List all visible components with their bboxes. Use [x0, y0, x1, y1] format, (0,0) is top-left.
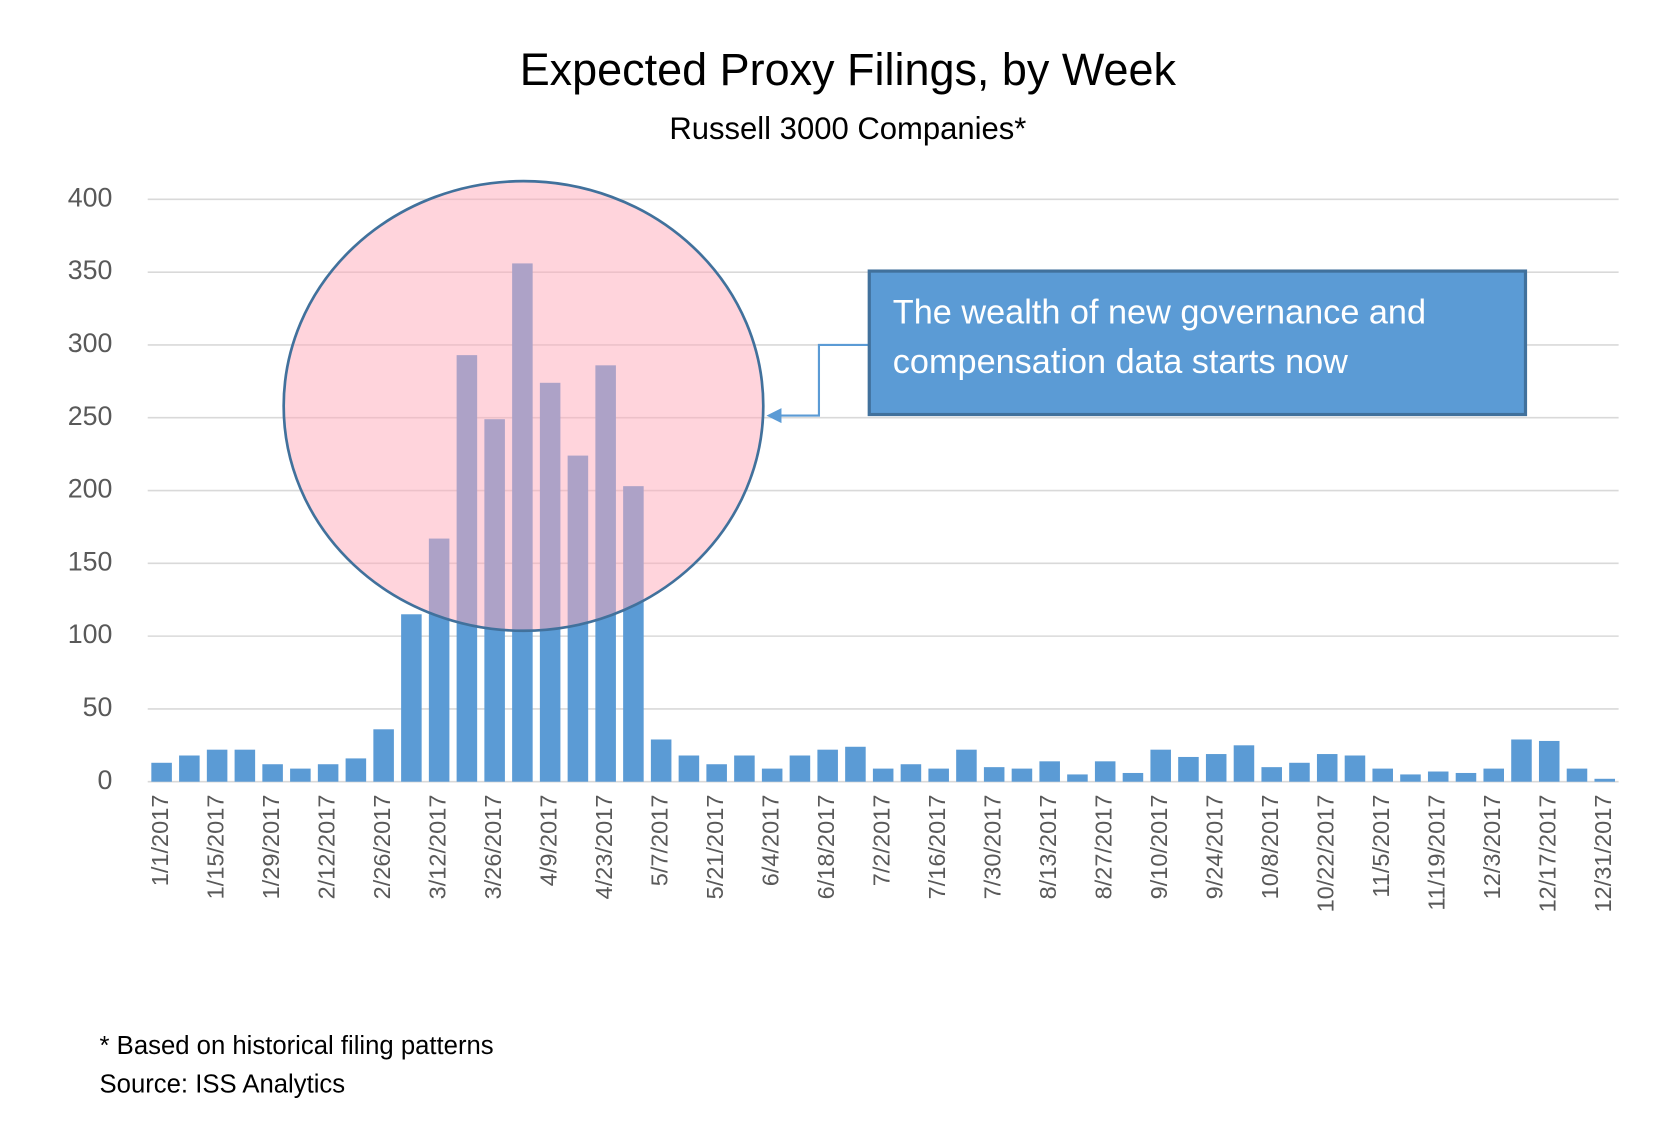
bar [928, 768, 949, 782]
callout-text-box: The wealth of new governance and compens… [892, 292, 1427, 381]
x-tick-label: 11/19/2017 [1423, 795, 1449, 911]
bar [1427, 771, 1449, 782]
bar [734, 755, 755, 782]
footnote: * Based on historical filing patterns [100, 1032, 494, 1060]
x-tick-label: 1/29/2017 [258, 795, 284, 900]
bar [1067, 774, 1088, 782]
bar [1039, 761, 1060, 782]
y-tick-label: 100 [68, 619, 113, 649]
x-tick-label: 5/7/2017 [646, 795, 672, 887]
bar [761, 768, 783, 782]
chart-subtitle: Russell 3000 Companies* [669, 111, 1026, 146]
bar [1400, 774, 1421, 782]
bar [1233, 745, 1255, 782]
bar [872, 768, 894, 782]
bar [1011, 768, 1033, 782]
bar [789, 755, 811, 782]
y-tick-label: 400 [68, 182, 113, 212]
bar [1150, 749, 1171, 782]
bar [983, 767, 1005, 782]
x-tick-label: 7/30/2017 [979, 795, 1005, 900]
bar [956, 749, 977, 782]
footnote: Source: ISS Analytics [100, 1071, 346, 1099]
connector [779, 343, 870, 417]
annotation-layer: The wealth of new governance and compens… [282, 179, 1528, 633]
x-tick-label: 1/1/2017 [147, 795, 173, 887]
bar [1511, 739, 1532, 782]
bar [1566, 768, 1588, 782]
x-tick-label: 2/12/2017 [313, 795, 339, 900]
x-tick-label: 3/12/2017 [424, 795, 450, 900]
x-tick-label: 8/13/2017 [1035, 795, 1061, 900]
arrow-head [766, 408, 782, 424]
y-tick-label: 0 [98, 765, 113, 795]
bar [1483, 768, 1504, 782]
bar [900, 764, 922, 782]
x-tick-label: 3/26/2017 [480, 795, 506, 900]
chart-title: Expected Proxy Filings, by Week [520, 44, 1177, 95]
bar [706, 764, 727, 782]
bar [1261, 767, 1282, 782]
x-tick-label: 5/21/2017 [702, 795, 728, 900]
bar [1455, 772, 1477, 782]
bar [817, 749, 838, 782]
x-tick-label: 12/3/2017 [1479, 795, 1505, 900]
bar [1289, 762, 1310, 782]
y-tick-label: 50 [83, 692, 113, 722]
bar [650, 739, 672, 782]
x-tick-label: 8/27/2017 [1090, 795, 1116, 900]
bar [1316, 754, 1338, 782]
bar [179, 755, 200, 782]
x-tick-label: 2/26/2017 [369, 795, 395, 900]
bar [234, 749, 256, 782]
x-tick-label: 9/10/2017 [1146, 795, 1172, 900]
bar [1538, 740, 1560, 782]
x-tick-label: 4/23/2017 [591, 795, 617, 900]
x-tick-label: 6/18/2017 [813, 795, 839, 900]
bar [1372, 768, 1393, 782]
x-tick-label: 12/17/2017 [1534, 795, 1560, 913]
y-tick-label: 150 [68, 546, 113, 576]
bar [345, 758, 367, 782]
y-tick-label: 250 [68, 401, 113, 431]
y-tick-label: 350 [68, 255, 113, 285]
highlight-circle [282, 179, 765, 633]
bar [1094, 761, 1116, 782]
bar [1122, 772, 1144, 782]
bar [1594, 778, 1616, 782]
callout-text: The wealth of new governance and compens… [892, 292, 1427, 381]
bar [1205, 754, 1227, 782]
x-tick-label: 7/16/2017 [924, 795, 950, 900]
bar [1344, 755, 1366, 782]
bar [845, 746, 866, 782]
y-tick-label: 300 [68, 328, 113, 358]
callout-box [867, 269, 1528, 417]
x-tick-label: 9/24/2017 [1201, 795, 1227, 900]
bar [401, 614, 422, 782]
bar [206, 749, 228, 782]
x-tick-label: 10/8/2017 [1257, 795, 1283, 900]
y-tick-label: 200 [68, 474, 113, 504]
x-tick-label: 10/22/2017 [1312, 795, 1338, 913]
bar [151, 762, 172, 782]
bar [262, 764, 283, 782]
x-tick-label: 6/4/2017 [757, 795, 783, 887]
bar [1178, 756, 1199, 782]
x-tick-label: 4/9/2017 [535, 795, 561, 887]
x-tick-label: 7/2/2017 [868, 795, 894, 887]
bar [317, 764, 339, 782]
bar [290, 768, 311, 782]
x-tick-label: 12/31/2017 [1590, 795, 1616, 913]
bar [678, 755, 700, 782]
bar [373, 729, 394, 782]
x-tick-label: 1/15/2017 [202, 795, 228, 900]
x-tick-label: 11/5/2017 [1368, 795, 1394, 898]
